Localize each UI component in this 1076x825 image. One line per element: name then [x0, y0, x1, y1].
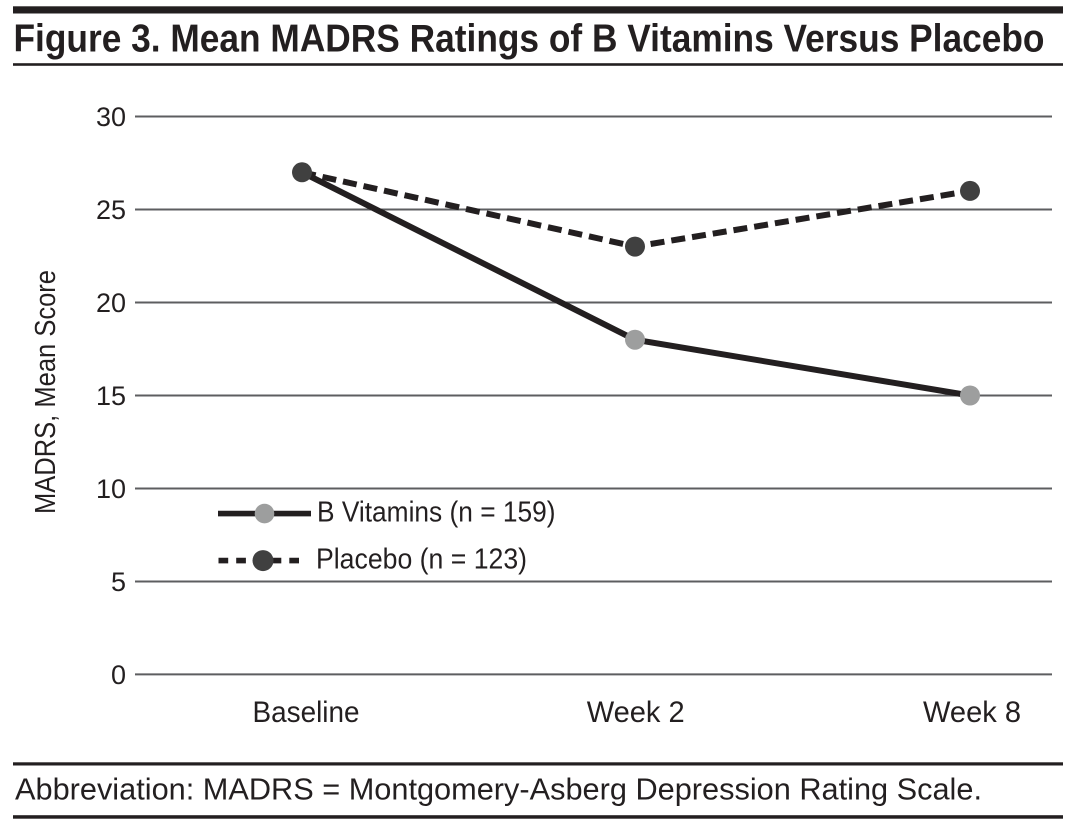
svg-text:25: 25 [96, 195, 126, 225]
svg-text:MADRS, Mean Score: MADRS, Mean Score [30, 270, 62, 514]
svg-text:30: 30 [96, 102, 126, 132]
svg-text:Baseline: Baseline [253, 696, 360, 729]
svg-text:15: 15 [96, 381, 126, 411]
svg-text:Week 8: Week 8 [923, 696, 1021, 729]
svg-text:20: 20 [96, 288, 126, 318]
svg-text:5: 5 [111, 567, 126, 597]
svg-text:Week 2: Week 2 [587, 696, 685, 729]
svg-text:0: 0 [111, 660, 126, 690]
svg-text:Abbreviation: MADRS = Montgome: Abbreviation: MADRS = Montgomery-Asberg … [15, 772, 982, 807]
svg-text:Placebo (n = 123): Placebo (n = 123) [316, 543, 527, 575]
svg-text:Figure 3. Mean MADRS Ratings o: Figure 3. Mean MADRS Ratings of B Vitami… [14, 18, 1045, 61]
svg-text:10: 10 [96, 474, 126, 504]
svg-text:B Vitamins (n = 159): B Vitamins (n = 159) [317, 496, 556, 528]
